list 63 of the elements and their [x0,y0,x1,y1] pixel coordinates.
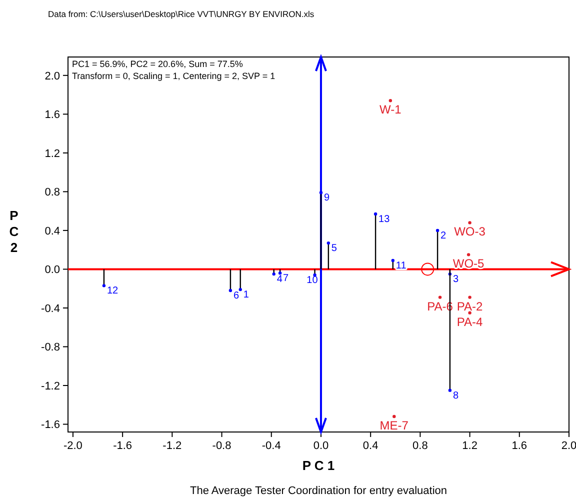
x-tick-label: -2.0 [63,440,82,452]
y-tick-label: 2.0 [44,70,60,82]
annotation: 7 [283,273,290,284]
point [272,272,276,276]
text: The Average Tester Coordination for entry evaluation [190,485,448,497]
y-tick-label: -1.6 [41,419,60,432]
x-tick-label: 2.0 [561,440,576,452]
annotation: 2 [440,230,447,242]
point [392,414,396,418]
annotation: 11 [396,260,407,272]
point [374,212,378,216]
x-tick-label: 0.8 [412,440,428,452]
annotation: PC1 = 56.9%, PC2 = 20.6%, Sum = 77.5% [72,59,243,69]
y-tick-label: 0.0 [44,264,60,276]
x-tick-label: -1.6 [113,440,132,452]
annotation: 13 [378,214,390,225]
point [438,296,442,299]
point [391,258,395,262]
annotation: 6 [233,290,240,302]
point [228,288,232,292]
y-tick-label: -1.2 [41,380,60,392]
point [436,228,440,232]
point [468,221,472,224]
point [468,311,472,314]
y-tick-label: -0.8 [41,342,60,354]
point [388,99,392,102]
annotation: 9 [324,192,330,204]
point [466,253,470,256]
y-tick-label: 1.6 [44,109,60,122]
point [102,284,106,288]
annotation: 3 [452,274,459,286]
text: Data from: C:\Users\user\Desktop\Rice VVT\UNRGY BY ENVIRON.xls [48,9,314,19]
x-tick-label: 1.6 [512,440,528,452]
annotation: 12 [106,286,119,297]
y-tick-label: -0.4 [41,302,60,315]
x-tick-label: 0.4 [362,440,378,452]
annotation: PA-4 [456,314,484,329]
point [468,296,472,299]
x-axis-title: P C 1 [302,458,335,473]
annotation: W-1 [380,102,402,117]
annotation: 8 [452,390,459,402]
x-tick-label: 0.0 [313,440,329,452]
point [448,388,452,392]
x-tick-label: -0.8 [212,440,232,452]
annotation: ME-7 [380,418,409,432]
annotation: WO-5 [452,256,485,271]
annotation: 1 [243,290,250,301]
y-axis-title: PC2 [9,208,20,255]
annotation: 5 [331,243,338,254]
x-tick-label: -1.2 [162,440,182,452]
annotation: WO-3 [454,224,486,239]
point [238,288,242,292]
annotation: 10 [306,275,318,286]
x-tick-label: 1.2 [462,440,478,452]
y-tick-label: 0.8 [44,186,60,199]
y-tick-label: 1.2 [44,148,60,160]
point [326,241,330,245]
x-tick-label: -0.4 [262,440,281,452]
annotation: PA-2 [456,299,484,314]
point [319,191,323,194]
annotation: Transform = 0, Scaling = 1, Centering = 2, SVP = 1 [72,71,276,81]
y-tick-label: 0.4 [44,225,60,238]
annotation: 4 [276,274,283,286]
